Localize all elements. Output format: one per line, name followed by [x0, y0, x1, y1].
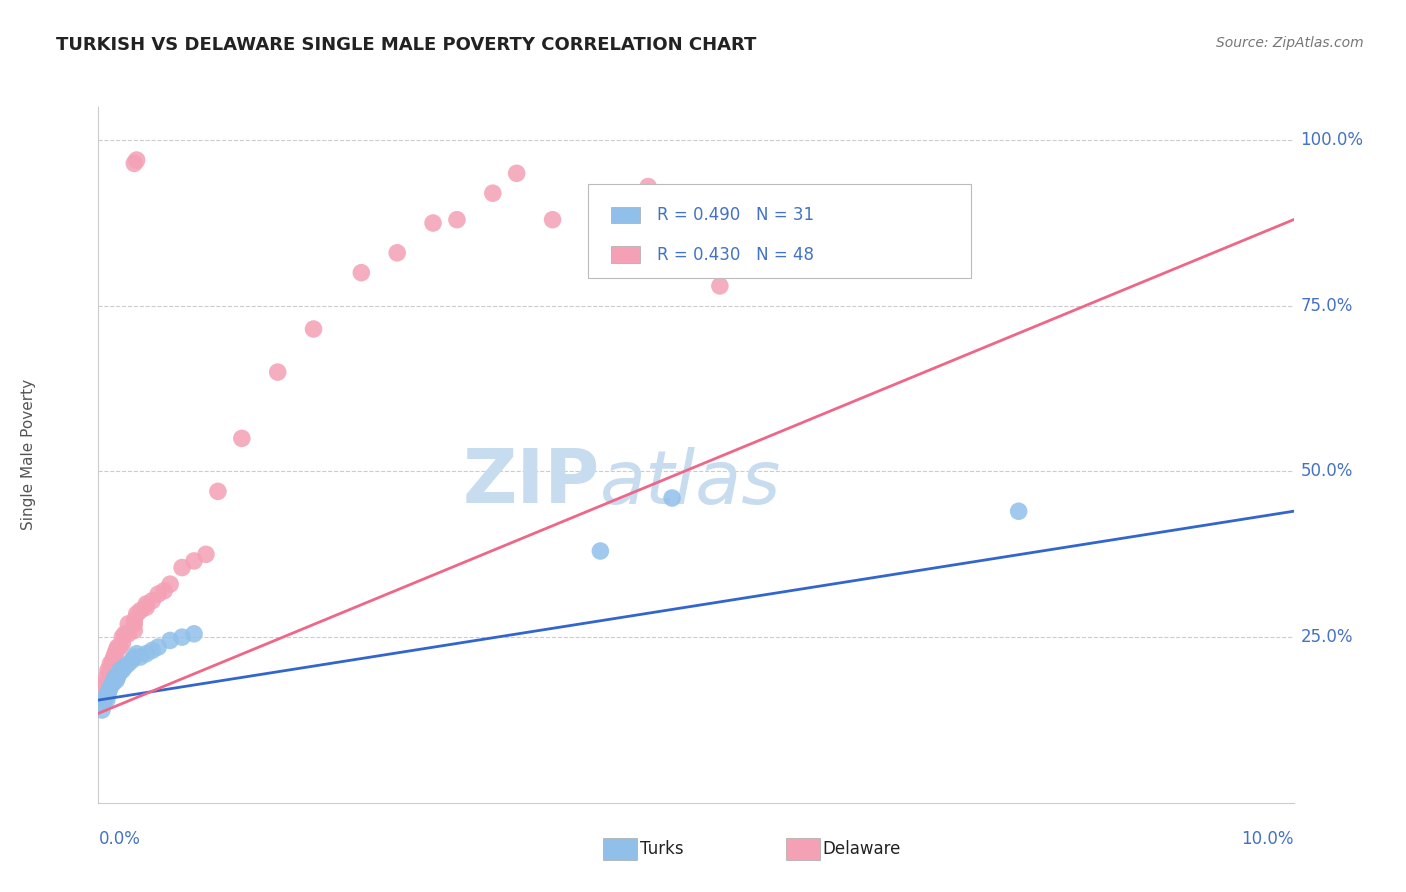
Point	[97, 686, 120, 700]
Point	[117, 627, 139, 641]
Point	[98, 663, 122, 677]
Text: Source: ZipAtlas.com: Source: ZipAtlas.com	[1216, 36, 1364, 50]
Point	[111, 637, 134, 651]
Text: R = 0.430   N = 48: R = 0.430 N = 48	[657, 245, 814, 263]
Point	[107, 670, 129, 684]
Point	[129, 604, 152, 618]
Point	[350, 266, 373, 280]
Point	[661, 491, 683, 505]
Point	[148, 640, 170, 654]
Point	[172, 560, 194, 574]
Point	[101, 653, 124, 667]
Point	[231, 431, 253, 445]
Point	[141, 593, 163, 607]
Point	[506, 166, 529, 180]
Point	[93, 693, 115, 707]
Point	[103, 650, 125, 665]
Point	[207, 484, 229, 499]
Point	[114, 627, 136, 641]
Point	[101, 676, 124, 690]
Point	[121, 653, 143, 667]
Point	[91, 703, 114, 717]
Point	[98, 657, 122, 671]
Text: 25.0%: 25.0%	[1301, 628, 1353, 646]
Point	[589, 544, 612, 558]
Point	[111, 663, 134, 677]
Point	[481, 186, 505, 201]
Point	[1007, 504, 1029, 518]
Point	[97, 663, 120, 677]
FancyBboxPatch shape	[612, 246, 640, 263]
Point	[194, 547, 218, 561]
FancyBboxPatch shape	[588, 184, 970, 277]
Point	[117, 657, 139, 671]
Point	[135, 647, 157, 661]
Point	[105, 673, 128, 688]
Point	[422, 216, 444, 230]
Point	[446, 212, 468, 227]
Text: Single Male Poverty: Single Male Poverty	[21, 379, 35, 531]
Point	[108, 663, 131, 677]
Point	[124, 616, 146, 631]
Point	[114, 660, 136, 674]
Text: TURKISH VS DELAWARE SINGLE MALE POVERTY CORRELATION CHART: TURKISH VS DELAWARE SINGLE MALE POVERTY …	[56, 36, 756, 54]
Point	[93, 680, 115, 694]
Point	[91, 697, 114, 711]
Point	[148, 587, 170, 601]
Point	[94, 676, 117, 690]
Point	[105, 643, 128, 657]
Point	[108, 640, 131, 654]
Text: R = 0.490   N = 31: R = 0.490 N = 31	[657, 206, 814, 224]
Point	[159, 577, 181, 591]
Text: ZIP: ZIP	[463, 446, 600, 519]
Point	[135, 597, 157, 611]
Point	[96, 693, 118, 707]
Point	[159, 633, 181, 648]
Point	[153, 583, 176, 598]
Point	[183, 627, 205, 641]
Text: 50.0%: 50.0%	[1301, 462, 1353, 481]
FancyBboxPatch shape	[612, 207, 640, 223]
Point	[125, 607, 148, 621]
Point	[98, 680, 122, 694]
Point	[172, 630, 194, 644]
Text: Turks: Turks	[640, 840, 683, 858]
Point	[267, 365, 290, 379]
Text: Delaware: Delaware	[823, 840, 901, 858]
Point	[541, 212, 564, 227]
Point	[124, 624, 146, 638]
Point	[124, 650, 146, 665]
Point	[637, 179, 659, 194]
Point	[103, 673, 125, 688]
Text: 10.0%: 10.0%	[1241, 830, 1294, 847]
Point	[107, 640, 129, 654]
Text: 100.0%: 100.0%	[1301, 131, 1364, 149]
Point	[125, 153, 148, 167]
Point	[135, 600, 157, 615]
Point	[104, 647, 127, 661]
Point	[385, 245, 409, 260]
Point	[709, 279, 731, 293]
Point	[302, 322, 325, 336]
Point	[104, 670, 127, 684]
Point	[107, 666, 129, 681]
Point	[141, 643, 163, 657]
Point	[124, 156, 146, 170]
Text: 75.0%: 75.0%	[1301, 297, 1353, 315]
Point	[94, 690, 117, 704]
Point	[125, 647, 148, 661]
Point	[98, 683, 121, 698]
Point	[129, 650, 152, 665]
Point	[117, 616, 139, 631]
Point	[183, 554, 205, 568]
Point	[745, 245, 768, 260]
Text: 0.0%: 0.0%	[98, 830, 141, 847]
Point	[111, 630, 134, 644]
Point	[685, 219, 707, 234]
Point	[96, 670, 118, 684]
Point	[91, 693, 114, 707]
Text: atlas: atlas	[600, 447, 782, 519]
Point	[589, 212, 612, 227]
Point	[124, 614, 146, 628]
